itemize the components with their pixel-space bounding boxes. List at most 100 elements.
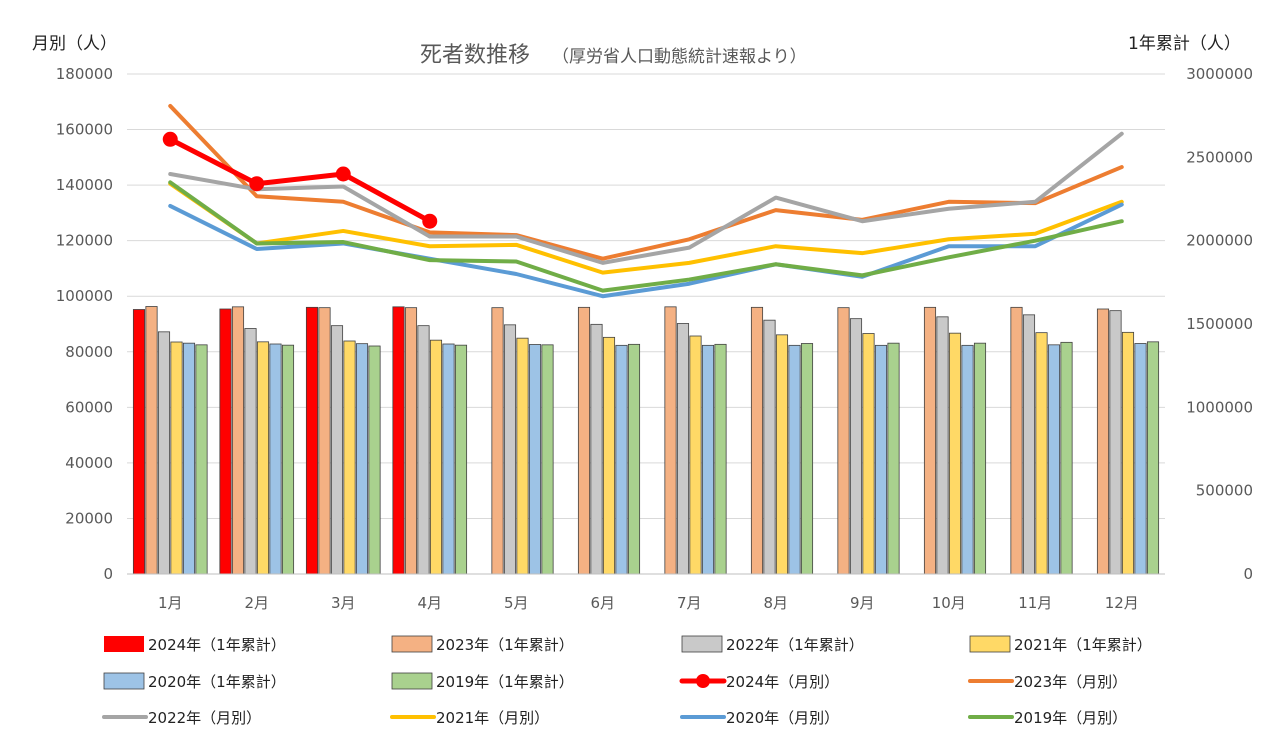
line-point xyxy=(249,176,265,192)
bar xyxy=(281,344,295,575)
axes-group: 0 20000 40000 60000 80000 100000 120000 140000 1… xyxy=(56,65,1253,612)
bar xyxy=(368,345,381,575)
legend-label: 2020年（1年累計） xyxy=(148,673,286,691)
bar xyxy=(392,306,405,575)
y-left-tick-label: 180000 xyxy=(56,65,113,83)
series-line xyxy=(168,103,1124,261)
bar xyxy=(1060,341,1073,575)
y-right-tick-label: 3000000 xyxy=(1186,65,1253,83)
y-left-tick-label: 120000 xyxy=(56,232,113,250)
bar xyxy=(318,307,331,575)
bar xyxy=(862,333,875,575)
bar xyxy=(269,343,282,575)
chart-title: 死者数推移 xyxy=(420,43,530,68)
y-right-tick-label: 1500000 xyxy=(1186,315,1253,333)
y-left-tick-label: 100000 xyxy=(56,287,113,305)
line-point xyxy=(422,213,438,229)
bar xyxy=(602,336,616,575)
x-tick-label: 10月 xyxy=(932,594,966,612)
gridlines xyxy=(127,73,1165,575)
legend-swatch xyxy=(103,672,145,690)
y-left-tick-label: 40000 xyxy=(65,454,113,472)
x-tick-label: 12月 xyxy=(1105,594,1139,612)
legend-label: 2019年（1年累計） xyxy=(436,673,574,691)
bar xyxy=(182,342,196,575)
legend-swatch xyxy=(391,635,433,653)
legend-label: 2024年（1年累計） xyxy=(148,636,286,654)
bar xyxy=(1010,306,1023,575)
y-left-axis-title: 月別（人） xyxy=(32,34,117,54)
x-tick-label: 7月 xyxy=(677,594,702,612)
y-right-tick-label: 0 xyxy=(1243,565,1253,583)
series-line xyxy=(168,181,1124,275)
bar xyxy=(689,335,702,575)
bar xyxy=(800,343,814,575)
legend: 2024年（1年累計） 2023年（1年累計） 2022年（1年累計） 2021年（1… xyxy=(102,635,1152,727)
bar xyxy=(837,307,850,575)
bar xyxy=(1121,331,1135,575)
bar xyxy=(1096,308,1110,575)
bar xyxy=(343,340,356,575)
y-left-tick-label: 140000 xyxy=(56,176,113,194)
bar xyxy=(132,309,146,575)
bar xyxy=(788,344,801,575)
x-tick-label: 8月 xyxy=(763,594,788,612)
bar xyxy=(590,323,603,575)
legend-label: 2019年（月別） xyxy=(1014,709,1127,727)
series-line xyxy=(167,136,433,224)
y-left-tick-label: 160000 xyxy=(56,121,113,139)
legend-swatch xyxy=(391,672,433,690)
bar xyxy=(330,325,344,575)
y-right-axis-title: 1年累計（人） xyxy=(1128,34,1241,54)
bar xyxy=(1047,344,1061,575)
x-tick-label: 3月 xyxy=(331,594,356,612)
x-tick-label: 11月 xyxy=(1018,594,1052,612)
bar xyxy=(145,306,158,575)
legend-label: 2023年（月別） xyxy=(1014,673,1127,691)
bar xyxy=(577,306,591,575)
bar xyxy=(936,316,949,575)
y-left-tick-label: 0 xyxy=(103,565,113,583)
bar xyxy=(157,331,171,575)
bar xyxy=(849,318,863,575)
legend-swatch xyxy=(969,635,1011,653)
y-right-tick-label: 500000 xyxy=(1196,482,1253,500)
line-point xyxy=(162,131,178,147)
bar xyxy=(170,341,183,575)
bar xyxy=(775,334,789,575)
bar xyxy=(454,344,468,575)
legend-label: 2020年（月別） xyxy=(726,709,839,727)
y-left-tick-label: 20000 xyxy=(65,509,113,527)
bar xyxy=(355,343,369,575)
legend-label: 2021年（1年累計） xyxy=(1014,636,1152,654)
x-tick-label: 2月 xyxy=(244,594,269,612)
x-tick-label: 1月 xyxy=(158,594,183,612)
bar xyxy=(541,344,554,575)
bar xyxy=(404,307,418,575)
bar xyxy=(1035,332,1048,575)
bar xyxy=(516,337,529,575)
bar xyxy=(887,342,900,575)
line-series-group xyxy=(162,103,1124,299)
y-right-tick-label: 1000000 xyxy=(1186,398,1253,416)
bar xyxy=(948,332,962,575)
bar xyxy=(528,344,542,575)
bar xyxy=(763,319,776,575)
bar xyxy=(256,341,270,575)
legend-label: 2021年（月別） xyxy=(436,709,549,727)
bar xyxy=(1134,343,1147,575)
bar xyxy=(973,342,987,575)
bar xyxy=(417,325,430,575)
y-right-tick-label: 2500000 xyxy=(1186,148,1253,166)
bar xyxy=(442,343,455,575)
bar xyxy=(244,328,257,575)
bar xyxy=(1109,310,1122,575)
bar xyxy=(627,343,641,575)
series-line xyxy=(168,202,1124,299)
bar xyxy=(195,344,208,575)
legend-label: 2022年（月別） xyxy=(148,709,261,727)
y-left-tick-label: 80000 xyxy=(65,343,113,361)
y-left-tick-label: 60000 xyxy=(65,398,113,416)
